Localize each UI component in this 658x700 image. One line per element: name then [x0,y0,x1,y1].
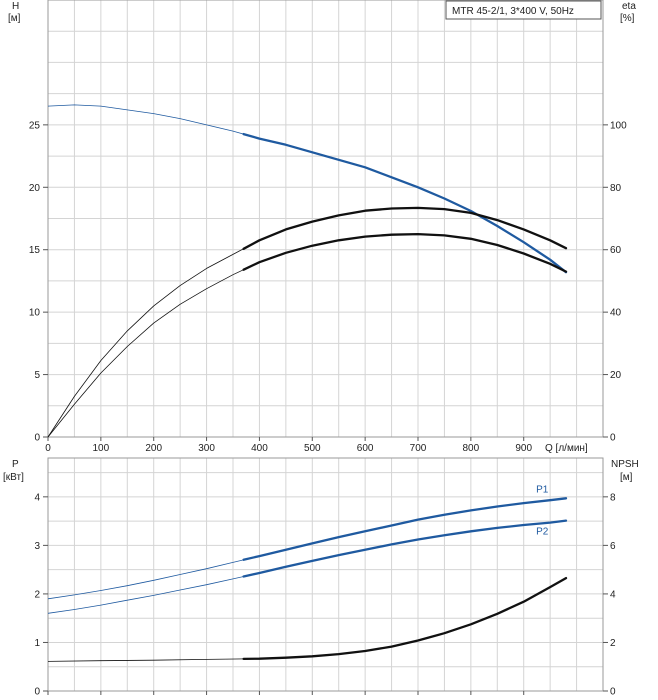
upper-tick-marks [43,124,608,441]
x-axis-tick-label: 300 [198,443,215,454]
lower-series [47,497,568,662]
x-axis-tick-label: 400 [251,443,268,454]
eta_lower-curve-operating [242,232,568,273]
left-axis-tick-label: 4 [34,492,40,503]
eta_lower-curve-full [47,233,567,438]
left-axis-tick-label: 15 [29,245,41,256]
left-axis-tick-label: 20 [29,183,41,194]
right-axis-tick-label: 20 [610,370,622,381]
left-axis-tick-label: 1 [34,638,40,649]
p-axis-unit: [кВт] [3,472,24,483]
h-axis-unit: [м] [8,13,21,24]
p2-series-label: P2 [536,527,549,538]
right-axis-tick-label: 60 [610,245,622,256]
lower-grid [48,458,603,691]
left-axis-tick-label: 0 [34,687,40,698]
p1-curve-full [47,497,567,600]
lower-frame [47,457,604,692]
right-axis-tick-label: 40 [610,308,622,319]
npsh-axis-title: NPSH [611,459,639,470]
x-axis-tick-label: 500 [304,443,321,454]
x-axis-label: Q [л/мин] [545,443,588,454]
npsh-curve-operating [242,576,568,661]
p-axis-title: P [12,459,19,470]
left-axis-tick-label: 10 [29,308,41,319]
legend-box-text: MTR 45-2/1, 3*400 V, 50Hz [452,6,574,17]
eta-axis-unit: [%] [620,13,635,24]
upper-series [47,104,568,438]
upper-grid [48,0,603,437]
right-axis-tick-label: 100 [610,120,627,131]
x-axis-tick-label: 600 [357,443,374,454]
x-axis-tick-label: 700 [410,443,427,454]
right-axis-tick-label: 6 [610,541,616,552]
right-axis-tick-label: 8 [610,492,616,503]
h-axis-title: H [12,1,19,12]
p2-curve-full [47,520,567,614]
left-axis-tick-label: 3 [34,541,40,552]
h-curve-operating [242,132,568,274]
upper-x-tick-labels: 0 100 200 300 400 500 600 700 800 900 [45,443,532,454]
lower-panel: 0 1 2 3 4 0 2 4 6 8 P [кВт] NPSH [м] P1 P2 [3,457,639,698]
right-axis-tick-label: 0 [610,687,616,698]
lower-tick-marks [43,496,608,695]
legend-box [445,0,602,20]
left-axis-tick-label: 2 [34,589,40,600]
x-axis-tick-label: 0 [45,443,51,454]
eta_upper-curve-operating [242,206,568,250]
x-axis-tick-label: 900 [515,443,532,454]
npsh-axis-unit: [м] [620,472,633,483]
h-axis-tick-labels: 0 5 10 15 20 25 [29,120,41,443]
right-axis-tick-label: 4 [610,589,616,600]
p2-curve-operating [242,519,568,578]
x-axis-tick-label: 200 [145,443,162,454]
x-axis-tick-label: 800 [463,443,480,454]
eta-axis-tick-labels: 0 20 40 60 80 100 [610,120,627,443]
npsh-curve-full [47,577,567,662]
p1-curve-operating [242,497,568,561]
left-axis-tick-label: 25 [29,120,41,131]
upper-panel: 0 100 200 300 400 500 600 700 800 900 0510152025 … [8,0,636,454]
right-axis-tick-label: 0 [610,433,616,444]
eta-axis-title: eta [622,1,636,12]
x-axis-tick-label: 100 [93,443,110,454]
upper-frame [47,0,604,438]
p1-series-label: P1 [536,484,549,495]
p-axis-tick-labels: 0 1 2 3 4 [34,492,40,697]
left-axis-tick-label: 0 [34,433,40,444]
right-axis-tick-label: 80 [610,183,622,194]
npsh-axis-tick-labels: 0 2 4 6 8 [610,492,616,697]
left-axis-tick-label: 5 [34,370,40,381]
right-axis-tick-label: 2 [610,638,616,649]
